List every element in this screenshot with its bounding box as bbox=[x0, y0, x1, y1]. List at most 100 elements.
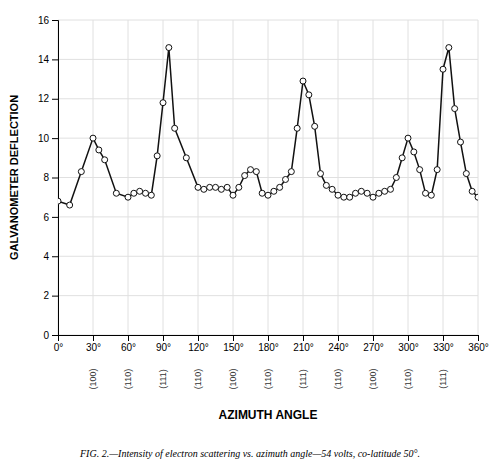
point bbox=[271, 188, 277, 194]
y-tick: 4 bbox=[43, 251, 58, 262]
point bbox=[335, 192, 341, 198]
point bbox=[475, 194, 478, 200]
grid-line-y bbox=[58, 177, 478, 178]
point bbox=[207, 184, 213, 190]
y-tick: 6 bbox=[43, 212, 58, 223]
annotation: (110) bbox=[403, 369, 413, 389]
point bbox=[78, 169, 84, 175]
y-tick: 0 bbox=[43, 330, 58, 341]
grid-line-y bbox=[58, 20, 478, 21]
point bbox=[248, 167, 254, 173]
point bbox=[125, 194, 131, 200]
x-tick-label: 300° bbox=[398, 342, 419, 353]
annotation: (111) bbox=[298, 369, 308, 389]
point bbox=[323, 182, 329, 188]
y-tick: 2 bbox=[43, 290, 58, 301]
x-tick: 120° bbox=[188, 335, 209, 353]
annotation: (110) bbox=[263, 369, 273, 389]
point bbox=[213, 184, 219, 190]
x-axis: 0°30°60°90°120°150°180°210°240°270°300°3… bbox=[54, 335, 489, 353]
x-tick: 300° bbox=[398, 335, 419, 353]
point bbox=[137, 188, 143, 194]
x-tick-mark bbox=[163, 335, 164, 341]
x-tick-label: 60° bbox=[121, 342, 136, 353]
y-tick-label: 16 bbox=[38, 15, 50, 26]
x-tick-label: 360° bbox=[468, 342, 489, 353]
annotation: (100) bbox=[368, 368, 378, 389]
point bbox=[242, 173, 248, 179]
annotation: (110) bbox=[333, 369, 343, 389]
x-tick-mark bbox=[93, 335, 94, 341]
grid-line-y bbox=[58, 98, 478, 99]
x-axis-title: AZIMUTH ANGLE bbox=[219, 408, 318, 422]
point bbox=[300, 78, 306, 84]
point bbox=[329, 186, 335, 192]
y-tick-mark bbox=[52, 335, 58, 336]
point bbox=[393, 175, 399, 181]
point bbox=[417, 167, 423, 173]
y-tick: 16 bbox=[38, 15, 58, 26]
grid bbox=[58, 20, 478, 335]
grid-line-y bbox=[58, 295, 478, 296]
point bbox=[382, 188, 388, 194]
point bbox=[253, 169, 259, 175]
y-tick-mark bbox=[52, 217, 58, 218]
annotations: (100)(110)(111)(110)(100)(110)(111)(110)… bbox=[88, 368, 448, 389]
y-tick-label: 8 bbox=[43, 172, 49, 183]
point bbox=[166, 45, 172, 51]
point bbox=[446, 45, 452, 51]
chart: 0°30°60°90°120°150°180°210°240°270°300°3… bbox=[0, 0, 500, 475]
point bbox=[236, 184, 242, 190]
point bbox=[341, 194, 347, 200]
point bbox=[259, 190, 265, 196]
x-tick-mark bbox=[478, 335, 479, 341]
point bbox=[434, 167, 440, 173]
x-tick: 0° bbox=[54, 335, 64, 353]
y-tick: 14 bbox=[38, 54, 58, 65]
point bbox=[364, 190, 370, 196]
y-tick-label: 10 bbox=[38, 133, 50, 144]
y-tick-label: 0 bbox=[43, 330, 49, 341]
point bbox=[102, 157, 108, 163]
y-tick-mark bbox=[52, 99, 58, 100]
x-tick-mark bbox=[373, 335, 374, 341]
x-tick: 360° bbox=[468, 335, 489, 353]
point bbox=[399, 155, 405, 161]
annotation: (110) bbox=[123, 369, 133, 389]
y-tick: 8 bbox=[43, 172, 58, 183]
x-tick: 150° bbox=[223, 335, 244, 353]
x-tick: 210° bbox=[293, 335, 314, 353]
grid-line-y bbox=[58, 256, 478, 257]
point bbox=[347, 194, 353, 200]
x-tick-mark bbox=[408, 335, 409, 341]
point bbox=[183, 155, 189, 161]
annotation: (111) bbox=[438, 369, 448, 389]
caption: FIG. 2.—Intensity of electron scattering… bbox=[79, 448, 420, 459]
y-axis-line bbox=[52, 21, 59, 336]
point bbox=[405, 135, 411, 141]
point bbox=[160, 100, 166, 106]
y-tick: 10 bbox=[38, 133, 58, 144]
grid-line-y bbox=[58, 216, 478, 217]
point bbox=[58, 198, 61, 204]
point bbox=[411, 149, 417, 155]
x-tick-mark bbox=[128, 335, 129, 341]
x-tick: 180° bbox=[258, 335, 279, 353]
x-tick: 270° bbox=[363, 335, 384, 353]
x-tick-label: 90° bbox=[156, 342, 171, 353]
point bbox=[148, 192, 154, 198]
x-tick: 90° bbox=[156, 335, 171, 353]
x-tick-mark bbox=[233, 335, 234, 341]
y-axis: 0246810121416 bbox=[38, 15, 59, 341]
x-tick-label: 270° bbox=[363, 342, 384, 353]
point bbox=[440, 66, 446, 72]
point bbox=[90, 135, 96, 141]
point bbox=[458, 139, 464, 145]
x-axis-line bbox=[59, 336, 479, 342]
point bbox=[423, 190, 429, 196]
point bbox=[265, 192, 271, 198]
series bbox=[58, 45, 478, 209]
grid-line-y bbox=[58, 138, 478, 139]
y-tick-label: 6 bbox=[43, 212, 49, 223]
point bbox=[67, 202, 73, 208]
